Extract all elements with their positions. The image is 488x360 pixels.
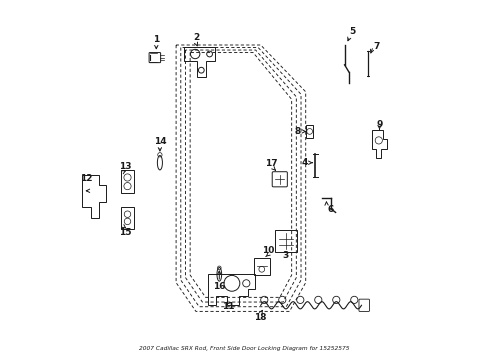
FancyBboxPatch shape (253, 258, 269, 275)
Text: 3: 3 (282, 251, 288, 260)
Text: 1: 1 (153, 35, 159, 44)
Text: 12: 12 (80, 174, 92, 183)
FancyBboxPatch shape (305, 125, 313, 138)
Text: 11: 11 (222, 302, 234, 311)
Text: 16: 16 (213, 282, 225, 291)
Text: 18: 18 (254, 313, 266, 322)
Text: 10: 10 (261, 246, 274, 255)
FancyBboxPatch shape (149, 53, 160, 63)
Text: 13: 13 (119, 162, 131, 171)
Text: 6: 6 (327, 205, 333, 214)
Text: 2007 Cadillac SRX Rod, Front Side Door Locking Diagram for 15252575: 2007 Cadillac SRX Rod, Front Side Door L… (139, 346, 349, 351)
Text: 14: 14 (153, 136, 166, 145)
FancyBboxPatch shape (272, 172, 287, 187)
Text: 17: 17 (264, 159, 277, 168)
FancyBboxPatch shape (275, 230, 296, 252)
Text: 9: 9 (376, 120, 382, 129)
Text: 5: 5 (348, 27, 355, 36)
FancyBboxPatch shape (358, 299, 368, 311)
Text: 2: 2 (192, 33, 199, 42)
Text: 8: 8 (294, 127, 300, 136)
Text: 15: 15 (119, 228, 131, 237)
Text: 7: 7 (373, 41, 379, 50)
Text: 4: 4 (301, 158, 307, 167)
